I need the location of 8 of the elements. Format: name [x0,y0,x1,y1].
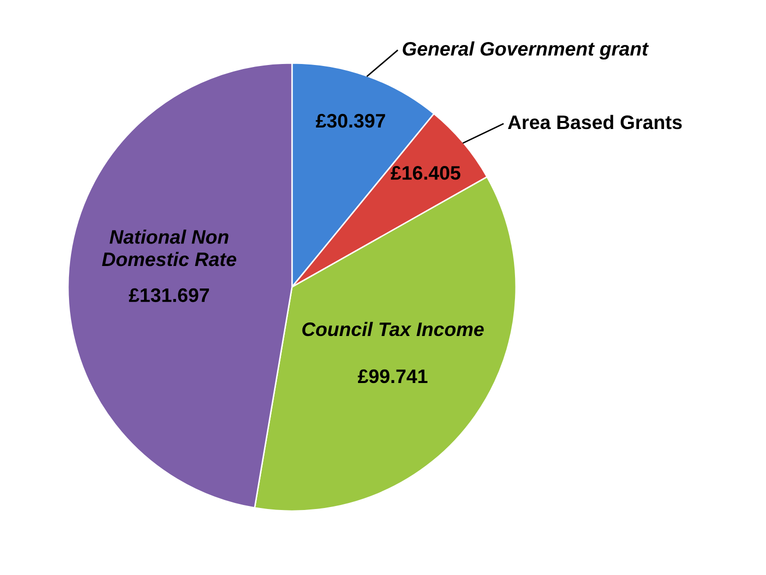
slice-label: Council Tax Income [302,322,484,336]
data-label: £30.397 [316,114,386,128]
data-label: £131.697 [128,288,209,302]
slice-label: General Government grant [402,41,649,60]
data-label: £16.405 [390,166,460,180]
slice-label: Area Based Grants [508,114,682,130]
slice-label: National Non Domestic Rate [102,230,236,266]
data-label: £99.741 [358,369,428,384]
